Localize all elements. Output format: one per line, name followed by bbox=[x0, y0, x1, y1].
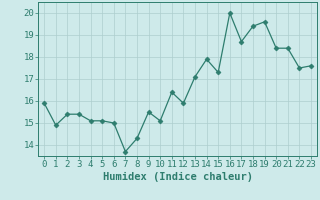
X-axis label: Humidex (Indice chaleur): Humidex (Indice chaleur) bbox=[103, 172, 252, 182]
